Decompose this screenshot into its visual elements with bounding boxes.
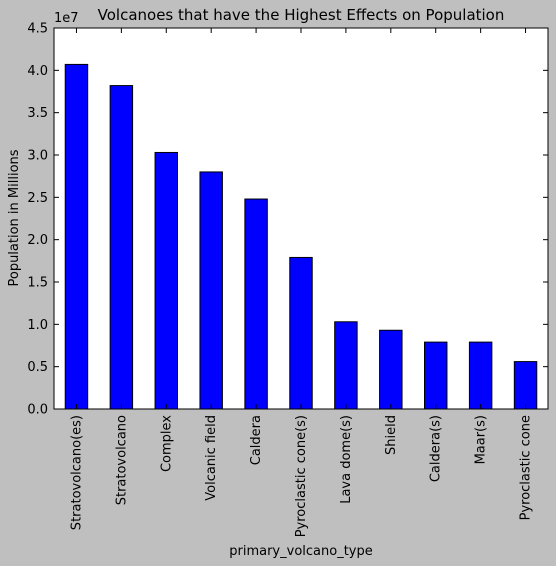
x-tick-label: Pyroclastic cone — [519, 415, 534, 520]
y-axis-label: Population in Millions — [7, 149, 22, 286]
bar — [154, 151, 179, 410]
y-scale-label: 1e7 — [54, 11, 79, 26]
y-tick-label: 4.0 — [27, 64, 48, 79]
x-tick-label: Maar(s) — [474, 415, 489, 464]
y-tick-label: 2.5 — [27, 191, 48, 206]
bar — [468, 341, 493, 410]
x-tick-label: Caldera(s) — [429, 415, 444, 482]
chart-title: Volcanoes that have the Highest Effects … — [98, 6, 505, 24]
y-tick-label: 4.5 — [27, 22, 48, 37]
bar — [424, 341, 448, 410]
x-tick-label: Stratovolcano(es) — [69, 415, 84, 530]
y-tick-label: 3.5 — [27, 106, 48, 121]
y-tick-label: 1.0 — [27, 318, 48, 333]
y-tick-label: 0.5 — [27, 360, 48, 375]
bar — [334, 321, 358, 410]
bar — [64, 63, 89, 410]
y-axis: 0.0 0.5 1.0 1.5 2.0 2.5 3.0 3.5 4.0 4.5 — [27, 22, 548, 418]
x-axis: Stratovolcano(es) Stratovolcano Complex Vol… — [69, 28, 534, 537]
x-tick-label: Complex — [159, 415, 174, 472]
x-tick-label: Volcanic field — [204, 415, 219, 501]
y-tick-label: 1.5 — [27, 276, 48, 291]
y-tick-label: 3.0 — [27, 149, 48, 164]
bar — [244, 198, 268, 410]
x-tick-label: Caldera — [249, 415, 264, 465]
x-tick-label: Shield — [384, 415, 399, 455]
bar — [513, 361, 538, 410]
bar — [289, 256, 313, 410]
bar — [379, 329, 403, 410]
y-tick-label: 2.0 — [27, 233, 48, 248]
x-axis-label: primary_volcano_type — [229, 544, 372, 559]
bars-group — [64, 63, 538, 410]
x-tick-label: Pyroclastic cone(s) — [294, 415, 309, 537]
bar — [109, 85, 134, 410]
x-tick-label: Stratovolcano — [114, 415, 129, 505]
x-tick-label: Lava dome(s) — [339, 415, 354, 504]
bar — [199, 171, 223, 410]
y-tick-label: 0.0 — [27, 403, 48, 418]
